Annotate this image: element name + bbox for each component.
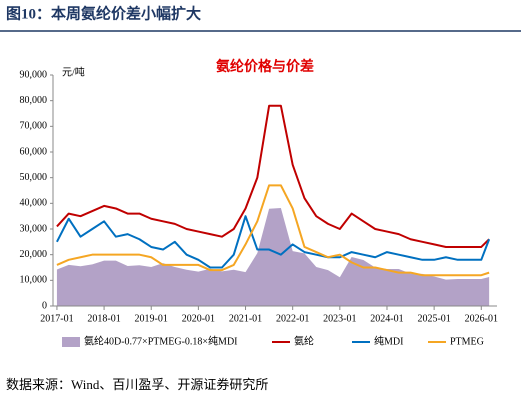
x-tick-label: 2019-01 — [135, 313, 168, 324]
x-tick-label: 2021-01 — [229, 313, 262, 324]
y-tick-label: 60,000 — [20, 146, 48, 157]
chart-subtitle: 氨纶价格与价差 — [216, 58, 314, 75]
y-tick-label: 70,000 — [20, 121, 48, 132]
y-tick-label: 80,000 — [20, 95, 48, 106]
x-tick-label: 2024-01 — [370, 313, 403, 324]
y-tick-label: 30,000 — [20, 223, 48, 234]
legend-label: 氨纶 — [294, 334, 314, 347]
x-tick-label: 2018-01 — [87, 313, 120, 324]
x-tick-label: 2025-01 — [417, 313, 450, 324]
legend-label: 纯MDI — [374, 334, 403, 347]
y-tick-label: 40,000 — [20, 198, 48, 209]
x-tick-label: 2023-01 — [323, 313, 356, 324]
line — [56, 215, 491, 269]
legend-label: 氨纶40D-0.77×PTMEG-0.18×纯MDI — [84, 334, 238, 347]
x-tick-label: 2026-01 — [465, 313, 498, 324]
x-tick-label: 2022-01 — [276, 313, 309, 324]
source-note: 数据来源：Wind、百川盈孚、开源证券研究所 — [6, 377, 268, 392]
area — [56, 207, 490, 306]
y-tick-label: 10,000 — [20, 275, 48, 286]
line — [56, 184, 490, 277]
y-tick-label: 20,000 — [20, 249, 48, 260]
y-tick-label: 90,000 — [20, 69, 48, 80]
chart-title: 图10：本周氨纶价差小幅扩大 — [6, 4, 201, 22]
legend-swatch — [62, 337, 80, 347]
x-tick-label: 2020-01 — [182, 313, 215, 324]
x-tick-label: 2017-01 — [40, 313, 73, 324]
legend-label: PTMEG — [450, 336, 484, 347]
line — [56, 104, 490, 248]
y-tick-label: 50,000 — [20, 172, 48, 183]
y-tick-label: 0 — [42, 300, 47, 311]
y-axis-unit: 元/吨 — [62, 65, 85, 78]
